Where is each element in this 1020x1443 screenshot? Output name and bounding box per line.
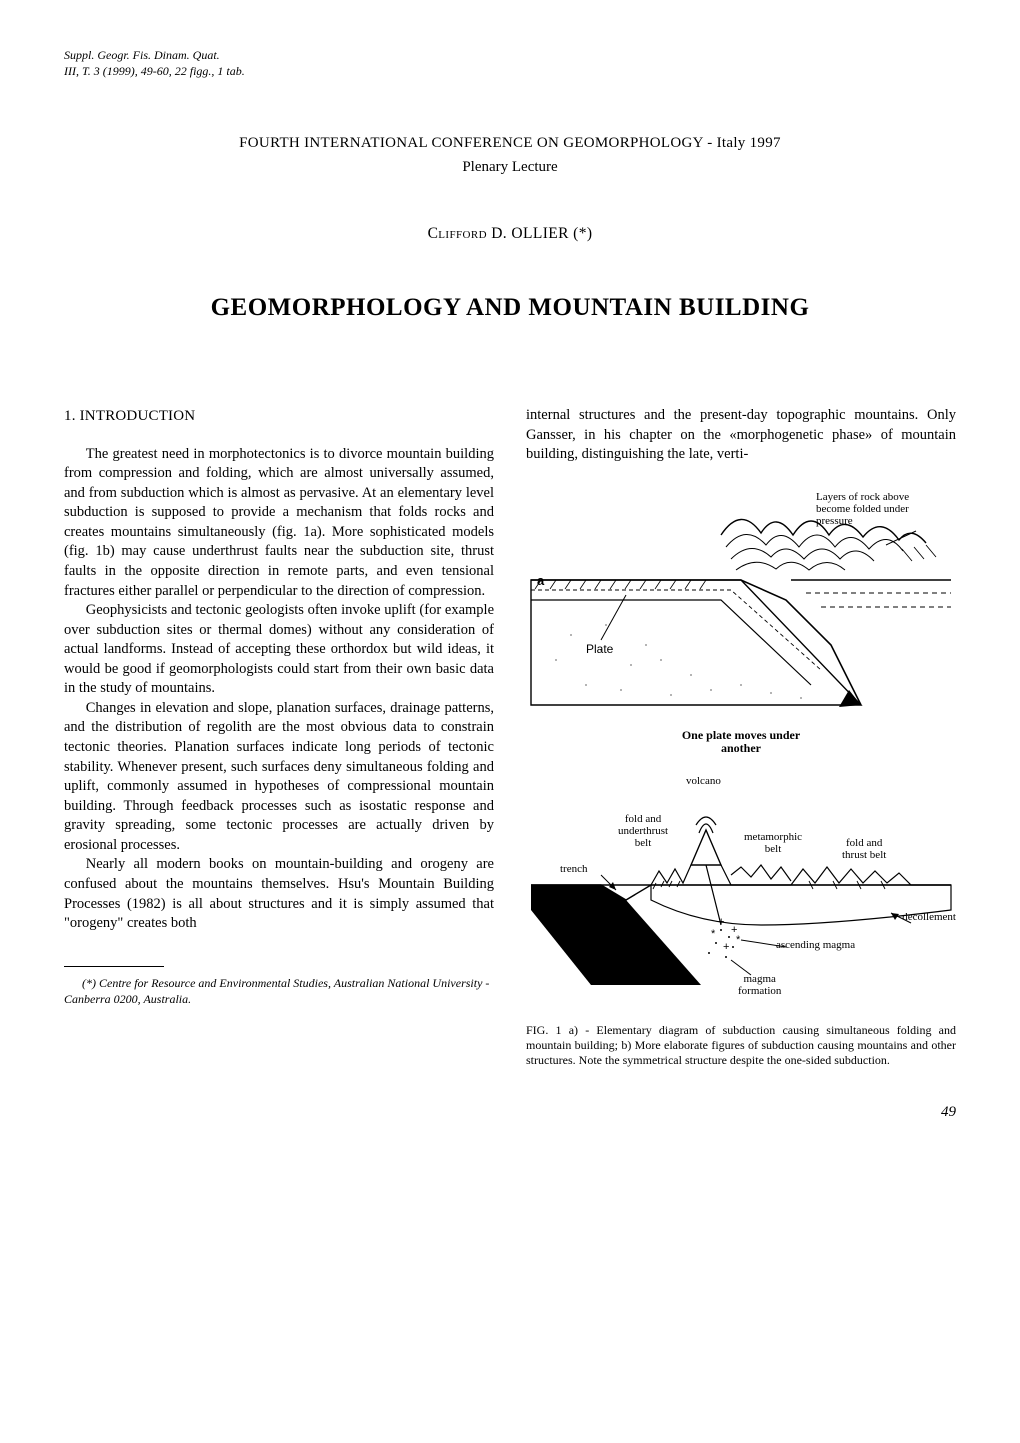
- label-fold-underthrust: fold and underthrust belt: [618, 813, 668, 849]
- label-fold-thrust: fold and thrust belt: [842, 837, 886, 861]
- conference-subtitle: Plenary Lecture: [64, 157, 956, 177]
- label-bottom-a-l2: another: [651, 742, 831, 755]
- label-subducted-l1: subducted: [592, 955, 637, 967]
- paragraph-3: Changes in elevation and slope, planatio…: [64, 699, 494, 856]
- label-meta-l2: belt: [744, 843, 802, 855]
- svg-text:*: *: [736, 934, 741, 946]
- footnote-rule: [64, 966, 164, 967]
- left-column: 1. INTRODUCTION The greatest need in mor…: [64, 406, 494, 1007]
- label-metamorphic: metamorphic belt: [744, 831, 802, 855]
- section-heading: 1. INTRODUCTION: [64, 406, 494, 426]
- label-fold-under-l2: underthrust: [618, 825, 668, 837]
- label-magma-l1: magma: [738, 973, 781, 985]
- figure-1: a: [526, 485, 956, 1068]
- label-decollement: decollement: [902, 911, 956, 923]
- label-ascending-magma: ascending magma: [776, 939, 855, 951]
- journal-ref-line2: III, T. 3 (1999), 49-60, 22 figg., 1 tab…: [64, 64, 956, 80]
- figure-1-caption-text: FIG. 1 a) - Elementary diagram of subduc…: [526, 1023, 956, 1067]
- label-pressure-l3: pressure: [816, 515, 956, 527]
- paragraph-2: Geophysicists and tectonic geologists of…: [64, 601, 494, 699]
- paper-title: GEOMORPHOLOGY AND MOUNTAIN BUILDING: [64, 291, 956, 325]
- journal-reference: Suppl. Geogr. Fis. Dinam. Quat. III, T. …: [64, 48, 956, 79]
- label-pressure: Layers of rock above become folded under…: [816, 491, 956, 527]
- figure-1a: a: [526, 485, 956, 755]
- author-line: Clifford D. OLLIER (*): [64, 224, 956, 245]
- label-meta-l1: metamorphic: [744, 831, 802, 843]
- svg-text:+: +: [723, 941, 729, 953]
- svg-text:*: *: [711, 928, 716, 940]
- label-bottom-a: One plate moves under another: [651, 729, 831, 755]
- label-subducted-l2: sediment: [592, 967, 637, 979]
- paragraph-5: internal structures and the present-day …: [526, 406, 956, 465]
- label-fold-under-l3: belt: [618, 837, 668, 849]
- right-column: internal structures and the present-day …: [526, 406, 956, 1078]
- label-trench: trench: [560, 863, 587, 875]
- page-number: 49: [64, 1102, 956, 1122]
- figure-1b: b: [526, 775, 956, 1005]
- conference-line: FOURTH INTERNATIONAL CONFERENCE ON GEOMO…: [64, 133, 956, 153]
- label-fold-thrust-l1: fold and: [842, 837, 886, 849]
- journal-ref-line1: Suppl. Geogr. Fis. Dinam. Quat.: [64, 48, 956, 64]
- footnote: (*) Centre for Resource and Environmenta…: [64, 975, 494, 1007]
- label-magma-l2: formation: [738, 985, 781, 997]
- label-pressure-l2: become folded under: [816, 503, 956, 515]
- paragraph-4: Nearly all modern books on mountain-buil…: [64, 855, 494, 933]
- label-magma-formation: magma formation: [738, 973, 781, 997]
- two-column-layout: 1. INTRODUCTION The greatest need in mor…: [64, 406, 956, 1078]
- figure-1-caption: FIG. 1 a) - Elementary diagram of subduc…: [526, 1023, 956, 1068]
- label-subducted-sediment: subducted sediment: [592, 955, 637, 979]
- label-fold-thrust-l2: thrust belt: [842, 849, 886, 861]
- paragraph-1: The greatest need in morphotectonics is …: [64, 445, 494, 602]
- label-fold-under-l1: fold and: [618, 813, 668, 825]
- label-volcano: volcano: [686, 775, 721, 787]
- figure-1b-svg: b: [526, 775, 956, 1005]
- label-plate: Plate: [586, 642, 614, 656]
- label-pressure-l1: Layers of rock above: [816, 491, 956, 503]
